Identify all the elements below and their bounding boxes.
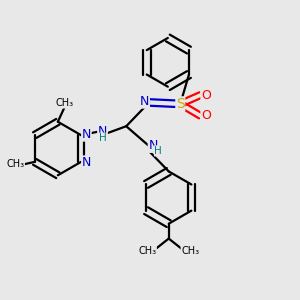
Text: H: H (154, 146, 162, 156)
Text: N: N (98, 125, 107, 138)
Text: N: N (148, 139, 158, 152)
Text: N: N (140, 95, 149, 108)
Text: O: O (201, 109, 211, 122)
Text: H: H (99, 133, 106, 143)
Text: O: O (201, 88, 211, 101)
Text: S: S (176, 97, 185, 111)
Text: CH₃: CH₃ (181, 246, 199, 256)
Text: CH₃: CH₃ (56, 98, 74, 108)
Text: CH₃: CH₃ (138, 246, 156, 256)
Text: CH₃: CH₃ (6, 159, 24, 169)
Text: N: N (82, 156, 91, 169)
Text: N: N (82, 128, 91, 141)
